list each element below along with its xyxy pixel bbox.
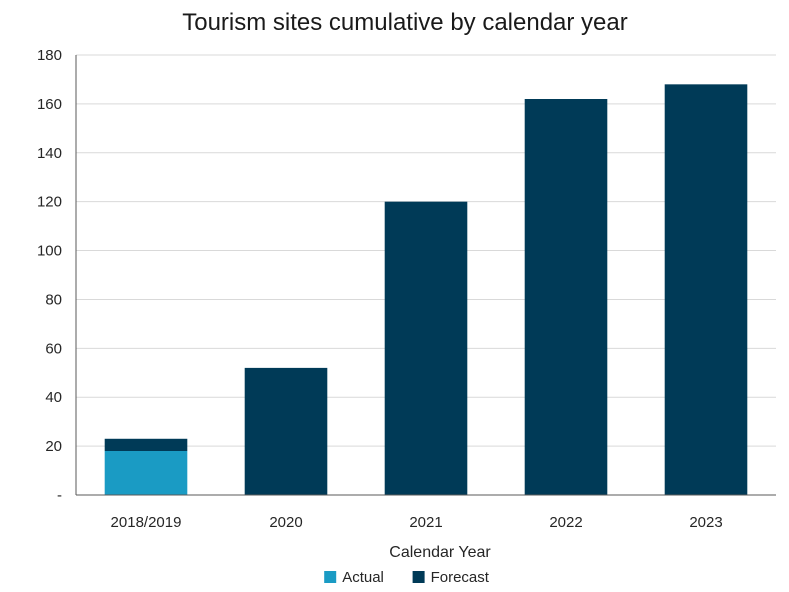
x-tick-label: 2022 [549,514,582,531]
y-tick-label: 100 [37,243,62,260]
y-tick-label: 60 [45,340,62,357]
bar-forecast-2018-2019 [104,438,188,451]
legend-label-actual: Actual [342,569,384,586]
x-tick-label: 2020 [269,514,302,531]
x-tick-label: 2021 [409,514,442,531]
y-tick-label: 80 [45,291,62,308]
chart-title: Tourism sites cumulative by calendar yea… [182,9,628,36]
bar-forecast-2020 [244,367,328,495]
x-axis-title: Calendar Year [389,544,491,561]
bar-actual-2018-2019 [104,451,188,495]
x-tick-label: 2018/2019 [111,514,182,531]
y-tick-label: 180 [37,47,62,64]
x-tick-label: 2023 [689,514,722,531]
y-tick-label: 160 [37,96,62,113]
y-tick-label: 40 [45,389,62,406]
legend-swatch-forecast [412,571,425,583]
bar-forecast-2023 [664,84,748,495]
legend: Actual Forecast [324,569,490,586]
bar-forecast-2022 [524,99,608,495]
legend-swatch-actual [324,571,337,583]
y-tick-label: 120 [37,194,62,211]
legend-label-forecast: Forecast [431,569,490,586]
bars [104,84,748,495]
x-axis: 2018/2019 2020 2021 2022 2023 [76,494,776,531]
y-tick-label: 20 [45,438,62,455]
y-axis: - 20 40 60 80 100 120 140 160 180 [37,47,77,504]
y-tick-label: - [57,487,62,504]
bar-forecast-2021 [384,201,468,495]
y-tick-label: 140 [37,145,62,162]
